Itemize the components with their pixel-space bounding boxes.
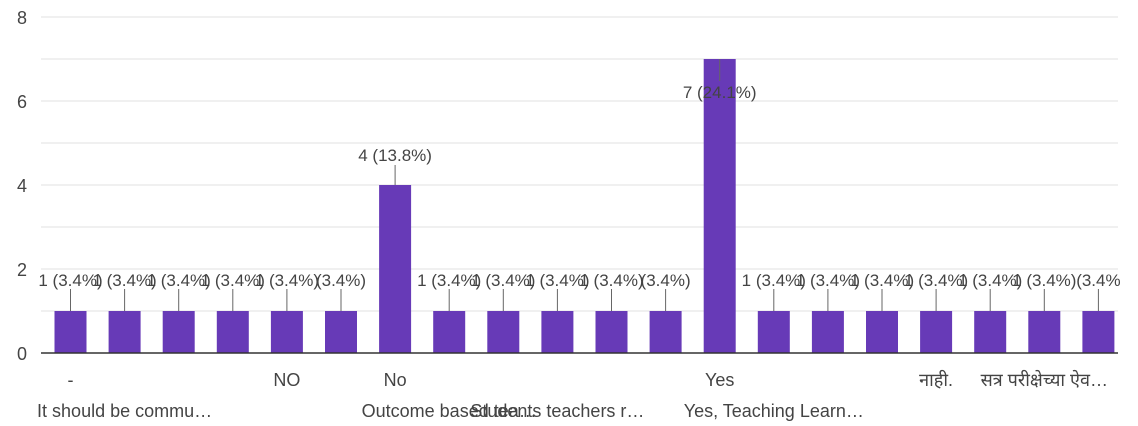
bar bbox=[811, 311, 844, 353]
bar bbox=[433, 311, 466, 353]
data-label: 4 (13.8%) bbox=[358, 146, 432, 165]
data-label: (3.4%) bbox=[316, 271, 366, 290]
y-tick-label: 6 bbox=[17, 92, 27, 112]
data-label: 1 (3.4%) bbox=[904, 271, 968, 290]
data-label: 1 (3.4%) bbox=[796, 271, 860, 290]
data-label: 1 (3.4%) bbox=[201, 271, 265, 290]
x-category-label: Yes bbox=[705, 370, 734, 390]
bar bbox=[920, 311, 953, 353]
gridlines bbox=[41, 16, 1118, 312]
bar bbox=[487, 311, 520, 353]
x-axis-labels: - It should be commu… NO No Outcome based te… bbox=[37, 369, 1108, 421]
data-labels: 1 (3.4%)1 (3.4%)1 (3.4%)1 (3.4%)1 (3.4%)… bbox=[38, 83, 1120, 290]
x-category-label: नाही. bbox=[919, 369, 953, 390]
x-category-label: It should be commu… bbox=[37, 401, 212, 421]
x-category-label: No bbox=[384, 370, 407, 390]
bar bbox=[541, 311, 574, 353]
bar bbox=[1082, 311, 1115, 353]
data-label: (3.4% bbox=[1076, 271, 1120, 290]
bars bbox=[54, 59, 1115, 353]
x-category-label: - bbox=[68, 370, 74, 390]
x-category-label: सत्र परीक्षेच्या ऐव… bbox=[981, 369, 1108, 390]
y-tick-label: 8 bbox=[17, 8, 27, 28]
data-label: 1 (3.4%) bbox=[92, 271, 156, 290]
data-label: 1 (3.4%) bbox=[958, 271, 1022, 290]
data-label: 1 (3.4%) bbox=[525, 271, 589, 290]
bar bbox=[649, 311, 682, 353]
data-label: 1 (3.4%) bbox=[742, 271, 806, 290]
y-tick-label: 0 bbox=[17, 344, 27, 364]
x-category-label: Yes, Teaching Learn… bbox=[684, 401, 864, 421]
data-label: 1 (3.4%) bbox=[255, 271, 319, 290]
data-label: 1 (3.4%) bbox=[579, 271, 643, 290]
y-axis-ticks: 0 2 4 6 8 bbox=[17, 8, 27, 364]
data-label: 1 (3.4%) bbox=[417, 271, 481, 290]
data-label: 1 (3.4%) bbox=[38, 271, 102, 290]
bar bbox=[866, 311, 898, 353]
data-label: (3.4%) bbox=[641, 271, 691, 290]
x-category-label: NO bbox=[273, 370, 300, 390]
data-label: 1 (3.4%) bbox=[147, 271, 211, 290]
bar bbox=[216, 311, 249, 353]
bar bbox=[379, 185, 412, 353]
data-label: 1 (3.4%) bbox=[1012, 271, 1076, 290]
data-label: 1 (3.4%) bbox=[471, 271, 535, 290]
bar bbox=[703, 59, 736, 353]
x-category-label: Outcome based tea… bbox=[362, 401, 537, 421]
data-label: 1 (3.4%) bbox=[850, 271, 914, 290]
bar bbox=[54, 311, 87, 353]
bar bbox=[974, 311, 1007, 353]
x-category-label: Students teachers r… bbox=[470, 401, 644, 421]
bar bbox=[270, 311, 303, 353]
bar bbox=[1028, 311, 1061, 353]
bar bbox=[325, 311, 357, 353]
bar bbox=[595, 311, 628, 353]
y-tick-label: 4 bbox=[17, 176, 27, 196]
bar bbox=[757, 311, 790, 353]
data-label: 7 (24.1%) bbox=[683, 83, 757, 102]
bar bbox=[108, 311, 141, 353]
bar bbox=[162, 311, 195, 353]
y-tick-label: 2 bbox=[17, 260, 27, 280]
label-leader-lines bbox=[70, 59, 1099, 311]
